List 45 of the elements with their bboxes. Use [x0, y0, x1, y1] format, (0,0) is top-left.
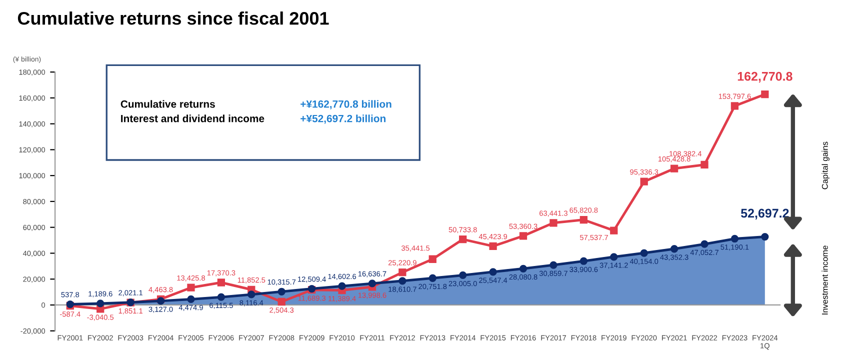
point — [580, 216, 588, 224]
point — [428, 274, 436, 282]
point — [640, 249, 648, 257]
point — [610, 226, 618, 234]
point — [459, 271, 467, 280]
point — [459, 236, 467, 244]
text: Investment income — [822, 246, 828, 314]
data-label: 52,697.2 — [740, 208, 789, 220]
point — [489, 242, 497, 250]
point — [550, 261, 558, 269]
point — [519, 232, 528, 240]
point — [398, 277, 406, 285]
annotation: Interest and dividend income — [121, 114, 264, 122]
point — [761, 232, 769, 241]
point — [217, 293, 225, 301]
point — [730, 102, 739, 110]
point — [730, 234, 739, 243]
point — [248, 290, 256, 298]
point — [398, 268, 406, 276]
point — [670, 245, 678, 253]
point — [278, 288, 286, 296]
point — [96, 300, 104, 308]
point — [580, 257, 588, 265]
data-label: 162,770.8 — [738, 72, 792, 83]
point — [368, 280, 376, 288]
point — [700, 160, 708, 169]
point — [489, 268, 497, 276]
annotation: Cumulative returns — [120, 100, 215, 108]
point — [761, 90, 769, 98]
point — [428, 255, 436, 263]
point — [550, 219, 558, 227]
text: Capital gains — [822, 142, 830, 190]
point — [217, 278, 225, 286]
point — [278, 298, 286, 306]
point — [640, 178, 648, 186]
point — [187, 284, 195, 292]
point — [187, 295, 195, 304]
point — [338, 282, 346, 290]
annotation: +¥162,770.8 billion — [300, 100, 392, 110]
point — [610, 253, 618, 261]
chart-title: Cumulative returns since fiscal 2001 — [18, 11, 329, 25]
annotation: +¥52,697.2 billion — [300, 114, 386, 124]
point — [519, 264, 528, 272]
point — [700, 240, 708, 248]
point — [670, 164, 678, 172]
